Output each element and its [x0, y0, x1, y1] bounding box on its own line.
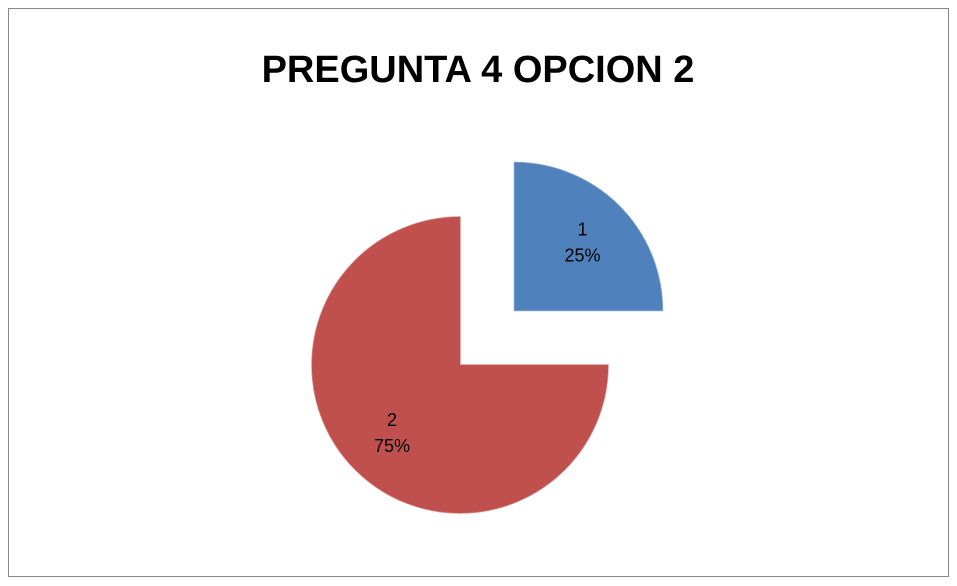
slice-value-label: 25% [564, 245, 600, 265]
slice-value-label: 75% [374, 436, 410, 456]
slice-category: 2 [387, 410, 397, 430]
slice-shade [312, 217, 608, 513]
slice-shade [514, 162, 663, 311]
slice-category: 1 [577, 219, 587, 239]
chart-title: PREGUNTA 4 OPCION 2 [262, 49, 695, 91]
